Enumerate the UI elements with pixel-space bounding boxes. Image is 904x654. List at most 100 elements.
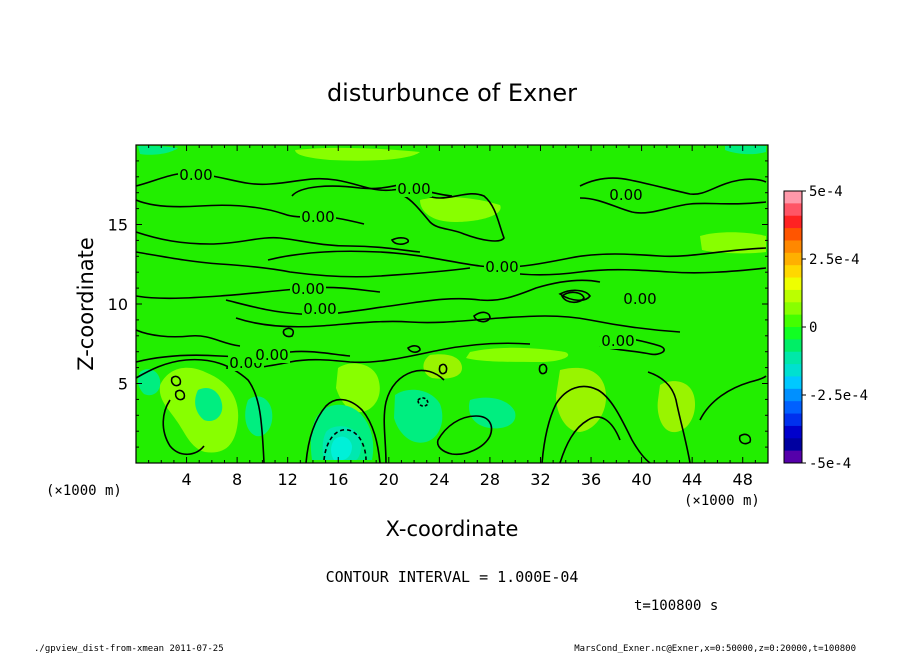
y-axis-label: Z-coordinate [74,237,98,371]
colorbar-label: -5e-4 [809,456,851,472]
x-tick-label: 28 [480,470,500,489]
colorbar-swatch [784,327,802,340]
x-tick-label: 36 [581,470,601,489]
colorbar-swatch [784,203,802,217]
contour-interval-note: CONTOUR INTERVAL = 1.000E-04 [326,568,579,586]
contour-label-bg [622,291,658,307]
x-axis: 4 8 12 16 20 24 28 32 36 40 44 48 [148,145,756,489]
contour-label: 0.00 [291,280,324,298]
contour-line [135,251,471,278]
shade-patch [195,387,223,422]
contour-label-bg [484,259,520,275]
contour-label-bg [254,347,290,363]
shade-patch [137,369,161,396]
colorbar-label: 0 [809,320,817,336]
chart-title: disturbunce of Exner [327,79,577,107]
colorbar-label: 2.5e-4 [809,252,860,268]
colorbar-swatch [784,450,802,464]
colorbar-ticks: 5e-4 2.5e-4 0 -2.5e-4 -5e-4 [802,184,868,472]
shaded-field [137,146,766,460]
shade-patch [295,147,420,161]
colorbar-swatch [784,401,802,414]
colorbar-swatch [784,252,802,266]
contour-label: 0.00 [609,186,642,204]
x-tick-label: 20 [379,470,399,489]
shade-patch [420,197,501,222]
contour-label-bg [178,167,214,183]
x-tick-label: 32 [530,470,550,489]
contour-line [135,329,241,347]
shade-patch [725,146,766,155]
colorbar-swatch [784,302,802,316]
colorbar-swatch [784,425,802,439]
colorbar-label: -2.5e-4 [809,388,868,404]
footer-right: MarsCond_Exner.nc@Exner,x=0:50000,z=0:20… [574,644,856,654]
colorbar-swatch [784,289,802,303]
contour-line [541,385,651,464]
shade-patch [331,436,352,460]
contour-label: 0.00 [255,346,288,364]
contour-line [473,311,491,323]
contour-label-bg [608,187,644,203]
shade-patch [468,397,516,429]
contour-label-bg [300,209,336,225]
x-tick-label: 16 [328,470,348,489]
x-axis-label: X-coordinate [386,517,519,541]
colorbar-swatch [784,376,802,390]
contour-line [162,399,205,456]
contour-line [559,416,621,464]
contour-label: 0.00 [601,332,634,350]
x-tick-label: 40 [631,470,651,489]
x-tick-label: 24 [429,470,449,489]
contour-label: 0.00 [179,166,212,184]
contour-label: 0.00 [485,258,518,276]
colorbar-swatch [784,314,802,328]
contour-label-bg [290,281,326,297]
y-tick-label: 15 [108,216,128,235]
x-tick-label: 8 [232,470,242,489]
x-tick-label: 12 [278,470,298,489]
contour-line-negative [323,429,367,461]
y-tick-label: 10 [108,295,128,314]
shade-patch [657,381,696,433]
colorbar-swatch [784,438,802,452]
contour-label: 0.00 [623,290,656,308]
colorbar-swatch [784,240,802,254]
x-tick-label: 44 [682,470,702,489]
colorbar-swatch [784,339,802,353]
colorbar-swatch [784,388,802,402]
contour-line [267,247,767,269]
contour-line [493,267,767,276]
contour-line [225,279,601,316]
x-tick-label: 48 [733,470,753,489]
colorbar-swatch [784,228,802,241]
contour-label: 0.00 [397,180,430,198]
contour-line [135,199,365,225]
contour-line [383,369,445,464]
colorbar-swatch [784,215,802,229]
x-unit-label: (×1000 m) [684,493,760,509]
contour-line [174,389,186,401]
y-axis: 5 10 15 [108,160,768,448]
contour-line [406,345,421,353]
contour-line [538,363,548,375]
contour-line [291,183,505,242]
contour-label-bg [600,333,636,349]
shade-patch [700,232,766,254]
colorbar-swatch [784,413,802,427]
contour-line [305,398,381,464]
y-tick-label: 5 [118,375,128,394]
contour-line [390,237,410,245]
colorbar-swatch [784,265,802,278]
contour-line [135,231,421,253]
contour-label-bg [396,181,432,197]
contour-line [699,375,767,421]
colorbar-swatch [784,191,802,204]
colorbar-label: 5e-4 [809,184,843,200]
x-tick-label: 4 [181,470,191,489]
colorbar-swatch [784,364,802,377]
contour-line [170,375,182,387]
time-label: t=100800 s [634,598,718,614]
contour-label-bg [302,301,338,317]
